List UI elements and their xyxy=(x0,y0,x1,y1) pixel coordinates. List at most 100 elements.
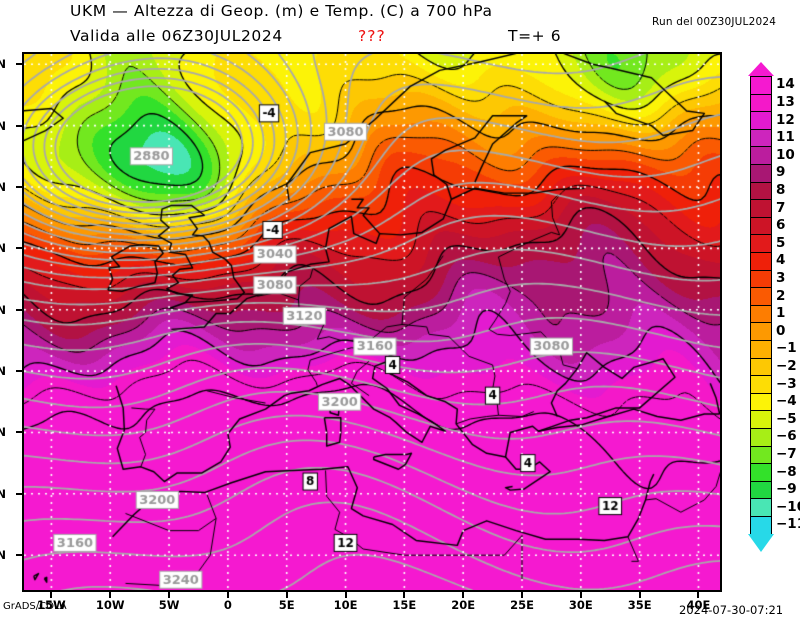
colorbar-tick-label: −8 xyxy=(776,463,797,480)
lat-tick xyxy=(16,186,22,188)
colorbar-tick-label: 3 xyxy=(776,270,786,287)
colorbar-tick-label: 2 xyxy=(776,287,786,304)
colorbar-swatch xyxy=(750,480,772,500)
colorbar-tick-label: −6 xyxy=(776,428,797,445)
colorbar-tick-label: 11 xyxy=(776,129,795,146)
colorbar-tick-label: −10 xyxy=(776,498,800,515)
lon-tick xyxy=(285,592,288,598)
colorbar-tick-label: 0 xyxy=(776,322,786,339)
lon-axis-label: 35E xyxy=(627,598,652,612)
colorbar-tick-label: −7 xyxy=(776,446,797,463)
colorbar-swatch xyxy=(750,428,772,447)
colorbar-tick-label: 1 xyxy=(776,305,786,322)
colorbar-tick-label: 14 xyxy=(776,76,795,93)
colorbar-swatch xyxy=(750,199,772,218)
colorbar-swatch xyxy=(750,164,772,183)
colorbar-tick-label: −3 xyxy=(776,375,797,392)
lat-tick xyxy=(16,63,22,66)
lat-tick xyxy=(16,492,22,495)
lat-tick xyxy=(16,247,22,250)
lat-axis-label: N xyxy=(0,425,6,440)
colorbar-swatch xyxy=(750,287,772,306)
lat-axis-label: N xyxy=(0,118,6,133)
colorbar-tick-label: −11 xyxy=(776,516,800,533)
lon-tick xyxy=(579,592,582,598)
page-title: UKM — Altezza di Geop. (m) e Temp. (C) a… xyxy=(70,2,493,20)
colorbar-swatch xyxy=(750,76,772,95)
colorbar-swatch xyxy=(750,392,772,412)
lon-axis-label: 5E xyxy=(278,598,295,612)
colorbar-tick-label: 12 xyxy=(776,111,795,128)
lat-axis-label: N xyxy=(0,57,6,72)
colorbar-tick-label: −1 xyxy=(776,340,797,357)
colorbar-tick-label: 5 xyxy=(776,234,786,251)
lon-axis-label: 10E xyxy=(333,598,358,612)
colorbar-swatch xyxy=(750,445,772,465)
lon-tick xyxy=(168,592,171,598)
colorbar-swatch xyxy=(750,146,772,165)
colorbar-tick-label: 7 xyxy=(776,199,786,216)
lon-tick xyxy=(226,592,229,598)
lon-tick xyxy=(344,592,347,598)
lat-axis-label: N xyxy=(0,364,6,379)
lon-axis-label: 5W xyxy=(158,598,180,612)
colorbar-swatch xyxy=(750,234,772,253)
colorbar-swatch xyxy=(750,410,772,429)
lat-tick xyxy=(16,554,22,557)
lat-axis-label: N xyxy=(0,180,6,194)
colorbar-swatch xyxy=(750,128,772,148)
lon-axis-label: 25E xyxy=(510,598,534,612)
lat-axis-label: N xyxy=(0,241,6,256)
colorbar-swatch xyxy=(750,375,772,394)
colorbar-swatch xyxy=(750,516,772,535)
lon-axis-label: 40E xyxy=(686,598,711,612)
lat-tick xyxy=(16,308,22,311)
colorbar-swatch xyxy=(750,498,772,517)
lon-tick xyxy=(109,592,112,598)
colorbar-tick-label: 10 xyxy=(776,146,795,163)
lon-axis-label: 10W xyxy=(95,598,125,612)
model-run-label: Run del 00Z30JUL2024 xyxy=(652,16,777,28)
colorbar-tick-label: 13 xyxy=(776,94,795,111)
lat-axis-label: N xyxy=(0,302,6,317)
colorbar-swatch xyxy=(750,304,772,324)
lon-axis-label: 15E xyxy=(392,598,417,612)
colorbar-tick-label: 8 xyxy=(776,182,786,199)
lon-tick xyxy=(403,592,406,598)
colorbar-swatch xyxy=(750,322,772,341)
lon-axis-label: 30E xyxy=(568,598,593,612)
colorbar-swatch xyxy=(750,93,772,113)
lat-tick xyxy=(16,124,22,127)
map-plot-area[interactable] xyxy=(22,52,722,592)
colorbar-tick-label: 6 xyxy=(776,217,786,234)
lon-axis-label: 20E xyxy=(451,598,476,612)
colorbar-tick-label: 4 xyxy=(776,252,786,269)
lon-tick xyxy=(50,592,53,598)
colorbar-swatch xyxy=(750,216,772,236)
unknown-marker-label: ??? xyxy=(358,27,386,45)
colorbar-swatch xyxy=(750,463,772,482)
weather-map-canvas[interactable] xyxy=(24,54,720,590)
timestamp-label: 2024-07-30-07:21 xyxy=(679,603,784,617)
colorbar-tick-label: −4 xyxy=(776,393,797,410)
lat-axis-label: N xyxy=(0,548,6,563)
colorbar-swatch xyxy=(750,269,772,289)
colorbar-swatch xyxy=(750,252,772,271)
grads-credit-label: GrADS/COLA xyxy=(3,601,67,612)
colorbar-tick-label: 9 xyxy=(776,164,786,181)
chart-header: UKM — Altezza di Geop. (m) e Temp. (C) a… xyxy=(0,0,800,52)
colorbar-top-arrow xyxy=(748,62,774,76)
forecast-hour-label: T=+ 6 xyxy=(508,27,562,45)
lon-tick xyxy=(462,592,465,598)
lon-axis-label: 15W xyxy=(37,598,66,612)
colorbar-swatch xyxy=(750,181,772,201)
lon-axis-label: 0 xyxy=(223,598,232,612)
colorbar-tick-label: −5 xyxy=(776,410,797,427)
colorbar-swatch xyxy=(750,111,772,130)
lon-tick xyxy=(521,592,523,598)
lon-tick xyxy=(638,592,641,598)
colorbar-bottom-arrow xyxy=(748,533,774,552)
colorbar-tick-label: −2 xyxy=(776,358,797,375)
lon-tick xyxy=(697,592,700,598)
colorbar-swatch xyxy=(750,357,772,377)
